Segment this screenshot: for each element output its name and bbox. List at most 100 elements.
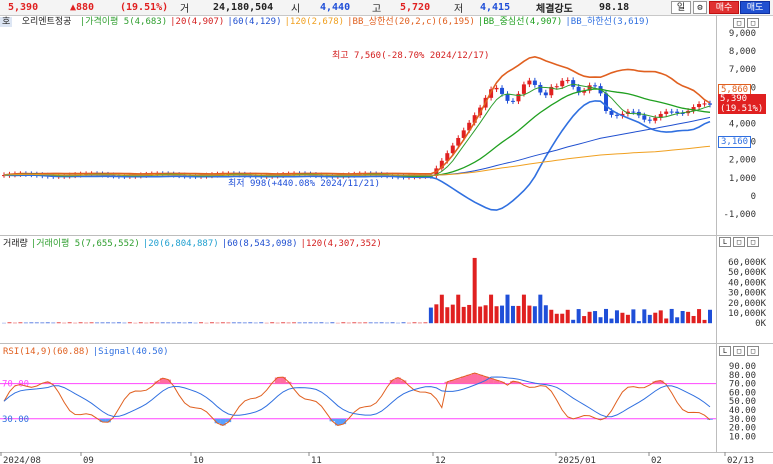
volume-bar: [40, 322, 45, 324]
volume-bar: [702, 319, 707, 324]
volume-bar: [423, 322, 428, 324]
volume-bar: [439, 294, 444, 324]
volume-bar: [697, 309, 702, 324]
rsi-overbought-fill: [510, 381, 516, 384]
candle-body: [543, 92, 548, 96]
volume-bar: [532, 306, 537, 324]
price-legend-item[interactable]: |가격이평 5(4,683): [79, 17, 168, 27]
volume-legend-item[interactable]: |120(4,307,352): [300, 239, 382, 249]
time-axis-label: 02/13: [727, 456, 754, 464]
volume-legend-item[interactable]: 거래량: [3, 239, 28, 249]
rsi-legend-item[interactable]: RSI(14,9)(60.88): [3, 347, 90, 357]
panel-button-volume-1[interactable]: L: [719, 237, 731, 247]
panel-button-rsi-2[interactable]: □: [733, 346, 745, 356]
volume-bar: [494, 306, 499, 324]
rsi-overbought-fill: [657, 380, 664, 384]
rsi-axis-label: 20.00: [729, 424, 756, 434]
candle-body: [500, 87, 505, 94]
rsi-signal-line: [3, 376, 711, 418]
volume-bar: [248, 322, 253, 324]
volume-bar: [297, 322, 302, 324]
rsi-axis-label: 70.00: [729, 380, 756, 390]
rsi-overbought-fill: [493, 380, 500, 384]
volume-bar: [292, 322, 297, 324]
buy-button[interactable]: 매수: [709, 1, 739, 14]
bb-lower-line: [3, 100, 711, 211]
candle-body: [609, 110, 614, 115]
volume-bar: [680, 311, 685, 324]
volume-bar: [521, 294, 526, 324]
volume-bar: [105, 322, 110, 324]
volume-bar: [417, 322, 422, 324]
rsi-overbought-fill: [460, 376, 467, 384]
volume-bar: [412, 322, 417, 324]
volume-bar: [231, 322, 236, 324]
price-legend-item[interactable]: |BB_상한선(20,2,c)(6,195): [347, 17, 475, 27]
candle-body: [538, 84, 543, 93]
rsi-oversold-fill: [99, 418, 106, 423]
rsi-overbought-fill: [400, 380, 407, 384]
volume-bar: [658, 310, 663, 324]
rsi-line: [3, 372, 711, 426]
volume-bar: [226, 322, 231, 324]
rsi-overbought-fill: [285, 381, 292, 384]
high-annotation: 최고 7,560(-28.70% 2024/12/17): [332, 50, 489, 61]
volume-bar: [560, 313, 565, 324]
candle-body: [565, 80, 570, 82]
period-button[interactable]: 일: [671, 1, 691, 14]
candle-body: [653, 117, 658, 121]
volume-bar: [708, 309, 712, 324]
open-label: 시: [291, 4, 301, 15]
volume-legend-item[interactable]: |20(6,804,887): [142, 239, 219, 249]
price-legend-item[interactable]: |20(4,907): [170, 17, 225, 27]
volume-bar: [647, 314, 652, 324]
panel-divider-1[interactable]: [0, 235, 773, 236]
volume-legend-item[interactable]: |60(8,543,098): [221, 239, 298, 249]
panel-button-rsi-1[interactable]: L: [719, 346, 731, 356]
volume-bar: [571, 319, 576, 324]
panel-button-price-1[interactable]: □: [733, 18, 745, 28]
price-legend-item[interactable]: |60(4,129): [227, 17, 282, 27]
rsi-overbought-fill: [274, 377, 281, 384]
time-axis-label: 10: [193, 456, 204, 464]
sell-button[interactable]: 매도: [740, 1, 770, 14]
price-axis-label: 8,000: [729, 47, 756, 57]
strength-label: 체결강도: [536, 4, 573, 15]
time-axis-label: 02: [651, 456, 662, 464]
volume-bar: [472, 257, 477, 324]
candle-body: [467, 122, 472, 131]
gear-icon[interactable]: ⚙: [693, 1, 707, 14]
volume-bar: [182, 322, 187, 324]
volume-legend-item[interactable]: |거래이평 5(7,655,552): [30, 239, 140, 249]
volume-bar: [478, 306, 483, 324]
price-legend-item[interactable]: |BB_중심선(4,907): [477, 17, 563, 27]
volume-bar: [29, 322, 34, 324]
volume-bar: [270, 322, 275, 324]
volume-bar: [357, 322, 362, 324]
volume-bar: [166, 322, 171, 324]
volume-bar: [220, 322, 225, 324]
panel-button-rsi-3[interactable]: □: [747, 346, 759, 356]
volume-bar: [445, 307, 450, 324]
rsi-legend-item[interactable]: |Signal(40.50): [92, 347, 169, 357]
ma120-line: [3, 145, 711, 176]
rsi-overbought-fill: [455, 378, 462, 384]
rsi-oversold-fill: [335, 418, 341, 426]
price-change: ▲880: [70, 2, 95, 13]
panel-button-price-2[interactable]: □: [747, 18, 759, 28]
candle-body: [697, 104, 702, 108]
rsi-overbought-fill: [471, 373, 478, 384]
price-legend-item[interactable]: |BB_하한선(3,619): [565, 17, 650, 27]
panel-divider-2[interactable]: [0, 343, 773, 344]
panel-button-volume-3[interactable]: □: [747, 237, 759, 247]
price-legend-item[interactable]: |120(2,678): [284, 17, 345, 27]
volume-bar: [669, 308, 674, 324]
candle-body: [554, 86, 559, 88]
panel-button-volume-2[interactable]: □: [733, 237, 745, 247]
volume-bar: [516, 305, 521, 324]
rsi-oversold-fill: [340, 418, 347, 425]
price-axis-label: 1,000: [729, 174, 756, 184]
volume-bar: [390, 322, 395, 324]
rsi-overbought-fill: [154, 381, 161, 384]
